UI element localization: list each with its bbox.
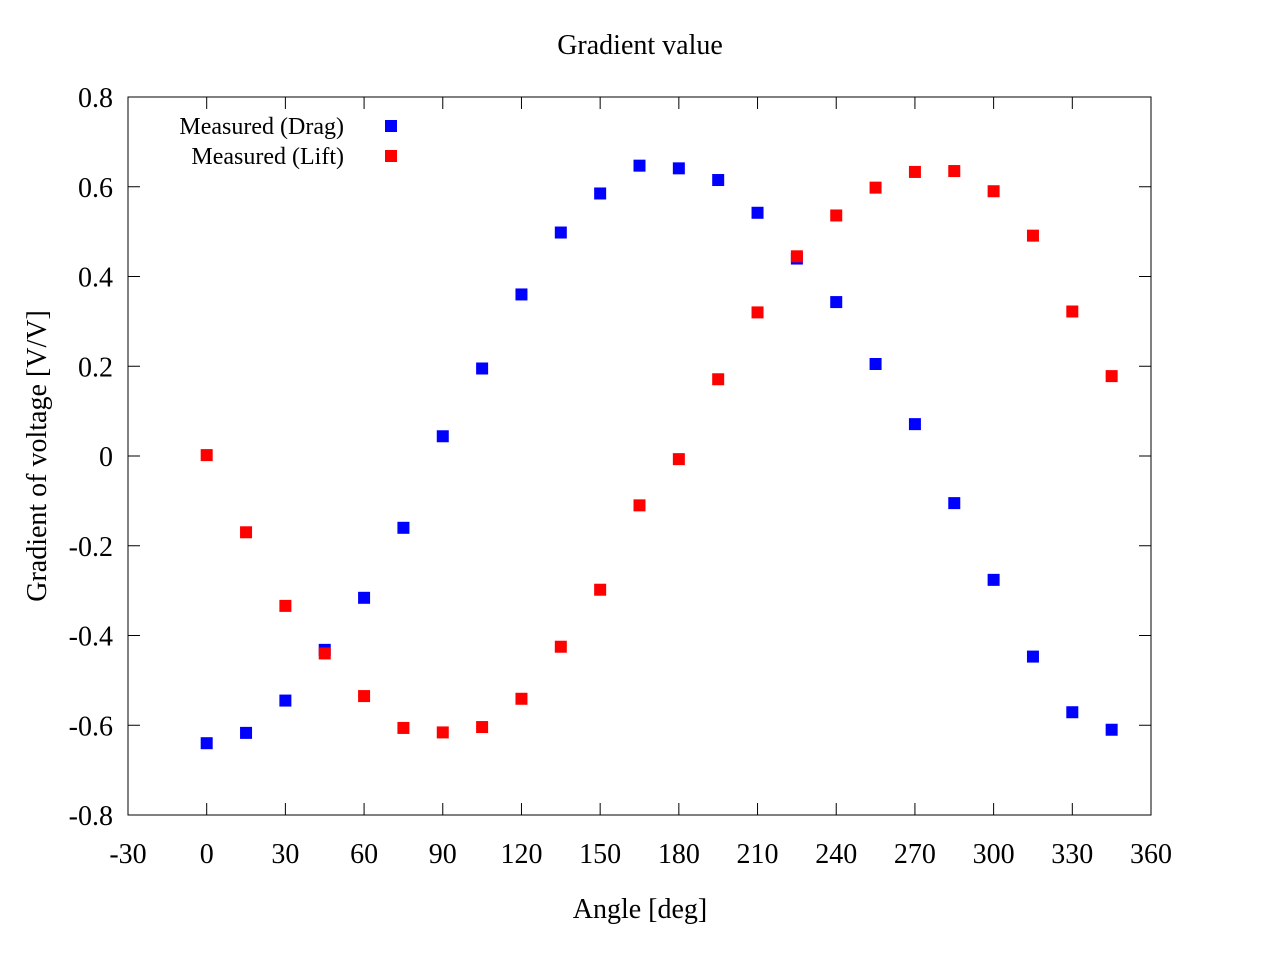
data-point bbox=[1026, 650, 1039, 663]
data-point bbox=[358, 591, 371, 604]
x-tick-label: -30 bbox=[109, 839, 146, 870]
y-tick-label: 0 bbox=[99, 442, 113, 473]
data-point bbox=[987, 185, 1000, 198]
x-tick-label: 180 bbox=[658, 839, 700, 870]
x-tick-label: 360 bbox=[1130, 839, 1172, 870]
y-tick-label: -0.8 bbox=[69, 801, 113, 832]
data-point bbox=[279, 599, 292, 612]
data-point bbox=[633, 159, 646, 172]
data-point bbox=[436, 726, 449, 739]
x-tick-label: 210 bbox=[737, 839, 779, 870]
plot-frame bbox=[127, 96, 1152, 816]
y-tick-label: -0.6 bbox=[69, 711, 113, 742]
y-tick-label: 0.6 bbox=[78, 173, 113, 204]
y-tick-label: 0.2 bbox=[78, 352, 113, 383]
y-tick-label: -0.4 bbox=[69, 622, 113, 653]
y-tick-label: 0.4 bbox=[78, 263, 113, 294]
data-point bbox=[987, 573, 1000, 586]
data-point bbox=[476, 362, 489, 375]
data-point bbox=[908, 165, 921, 178]
data-point bbox=[240, 726, 253, 739]
data-point bbox=[790, 250, 803, 263]
data-point bbox=[1026, 229, 1039, 242]
data-points bbox=[200, 159, 1118, 750]
legend-label: Measured (Drag) bbox=[179, 114, 344, 140]
x-tick-label: 60 bbox=[350, 839, 378, 870]
x-tick-label: 300 bbox=[973, 839, 1015, 870]
data-point bbox=[554, 226, 567, 239]
data-point bbox=[1105, 723, 1118, 736]
data-point bbox=[633, 499, 646, 512]
data-point bbox=[554, 640, 567, 653]
data-point bbox=[948, 165, 961, 178]
x-tick-label: 120 bbox=[500, 839, 542, 870]
data-point bbox=[318, 647, 331, 660]
data-point bbox=[594, 583, 607, 596]
y-tick-label: -0.2 bbox=[69, 532, 113, 563]
data-point bbox=[397, 521, 410, 534]
y-axis-label: Gradient of voltage [V/V] bbox=[22, 310, 53, 602]
chart-title: Gradient value bbox=[557, 30, 723, 61]
legend-label: Measured (Lift) bbox=[191, 144, 344, 170]
data-point bbox=[200, 449, 213, 462]
data-point bbox=[1066, 305, 1079, 318]
tick-labels: -30 0 30 60 90 120 150 180 210 240 270 300 330 360 -0.… bbox=[69, 83, 1172, 870]
x-tick-label: 0 bbox=[200, 839, 214, 870]
data-point bbox=[672, 162, 685, 175]
data-point bbox=[712, 174, 725, 187]
series-0 bbox=[200, 159, 1118, 750]
x-axis-label: Angle [deg] bbox=[573, 894, 708, 925]
data-point bbox=[436, 430, 449, 443]
data-point bbox=[830, 296, 843, 309]
y-tick-label: 0.8 bbox=[78, 83, 113, 114]
data-point bbox=[594, 187, 607, 200]
x-tick-label: 150 bbox=[579, 839, 621, 870]
data-point bbox=[869, 358, 882, 371]
data-point bbox=[515, 692, 528, 705]
x-tick-label: 90 bbox=[429, 839, 457, 870]
data-point bbox=[240, 526, 253, 539]
data-point bbox=[1105, 370, 1118, 383]
data-point bbox=[279, 694, 292, 707]
data-point bbox=[712, 373, 725, 386]
data-point bbox=[869, 181, 882, 194]
legend-marker bbox=[385, 120, 397, 132]
data-point bbox=[200, 737, 213, 750]
data-point bbox=[358, 690, 371, 703]
legend-marker bbox=[385, 150, 397, 162]
legend: Measured (Drag) Measured (Lift) bbox=[179, 114, 397, 170]
x-tick-label: 270 bbox=[894, 839, 936, 870]
data-point bbox=[948, 497, 961, 510]
data-point bbox=[751, 306, 764, 319]
axis-ticks bbox=[127, 96, 1152, 816]
data-point bbox=[830, 209, 843, 222]
data-point bbox=[515, 288, 528, 301]
data-point bbox=[672, 453, 685, 466]
data-point bbox=[1066, 706, 1079, 719]
data-point bbox=[908, 418, 921, 431]
data-point bbox=[476, 721, 489, 734]
x-tick-label: 330 bbox=[1051, 839, 1093, 870]
x-tick-label: 240 bbox=[815, 839, 857, 870]
series-1 bbox=[200, 165, 1118, 739]
data-point bbox=[751, 206, 764, 219]
data-point bbox=[397, 721, 410, 734]
x-tick-label: 30 bbox=[271, 839, 299, 870]
